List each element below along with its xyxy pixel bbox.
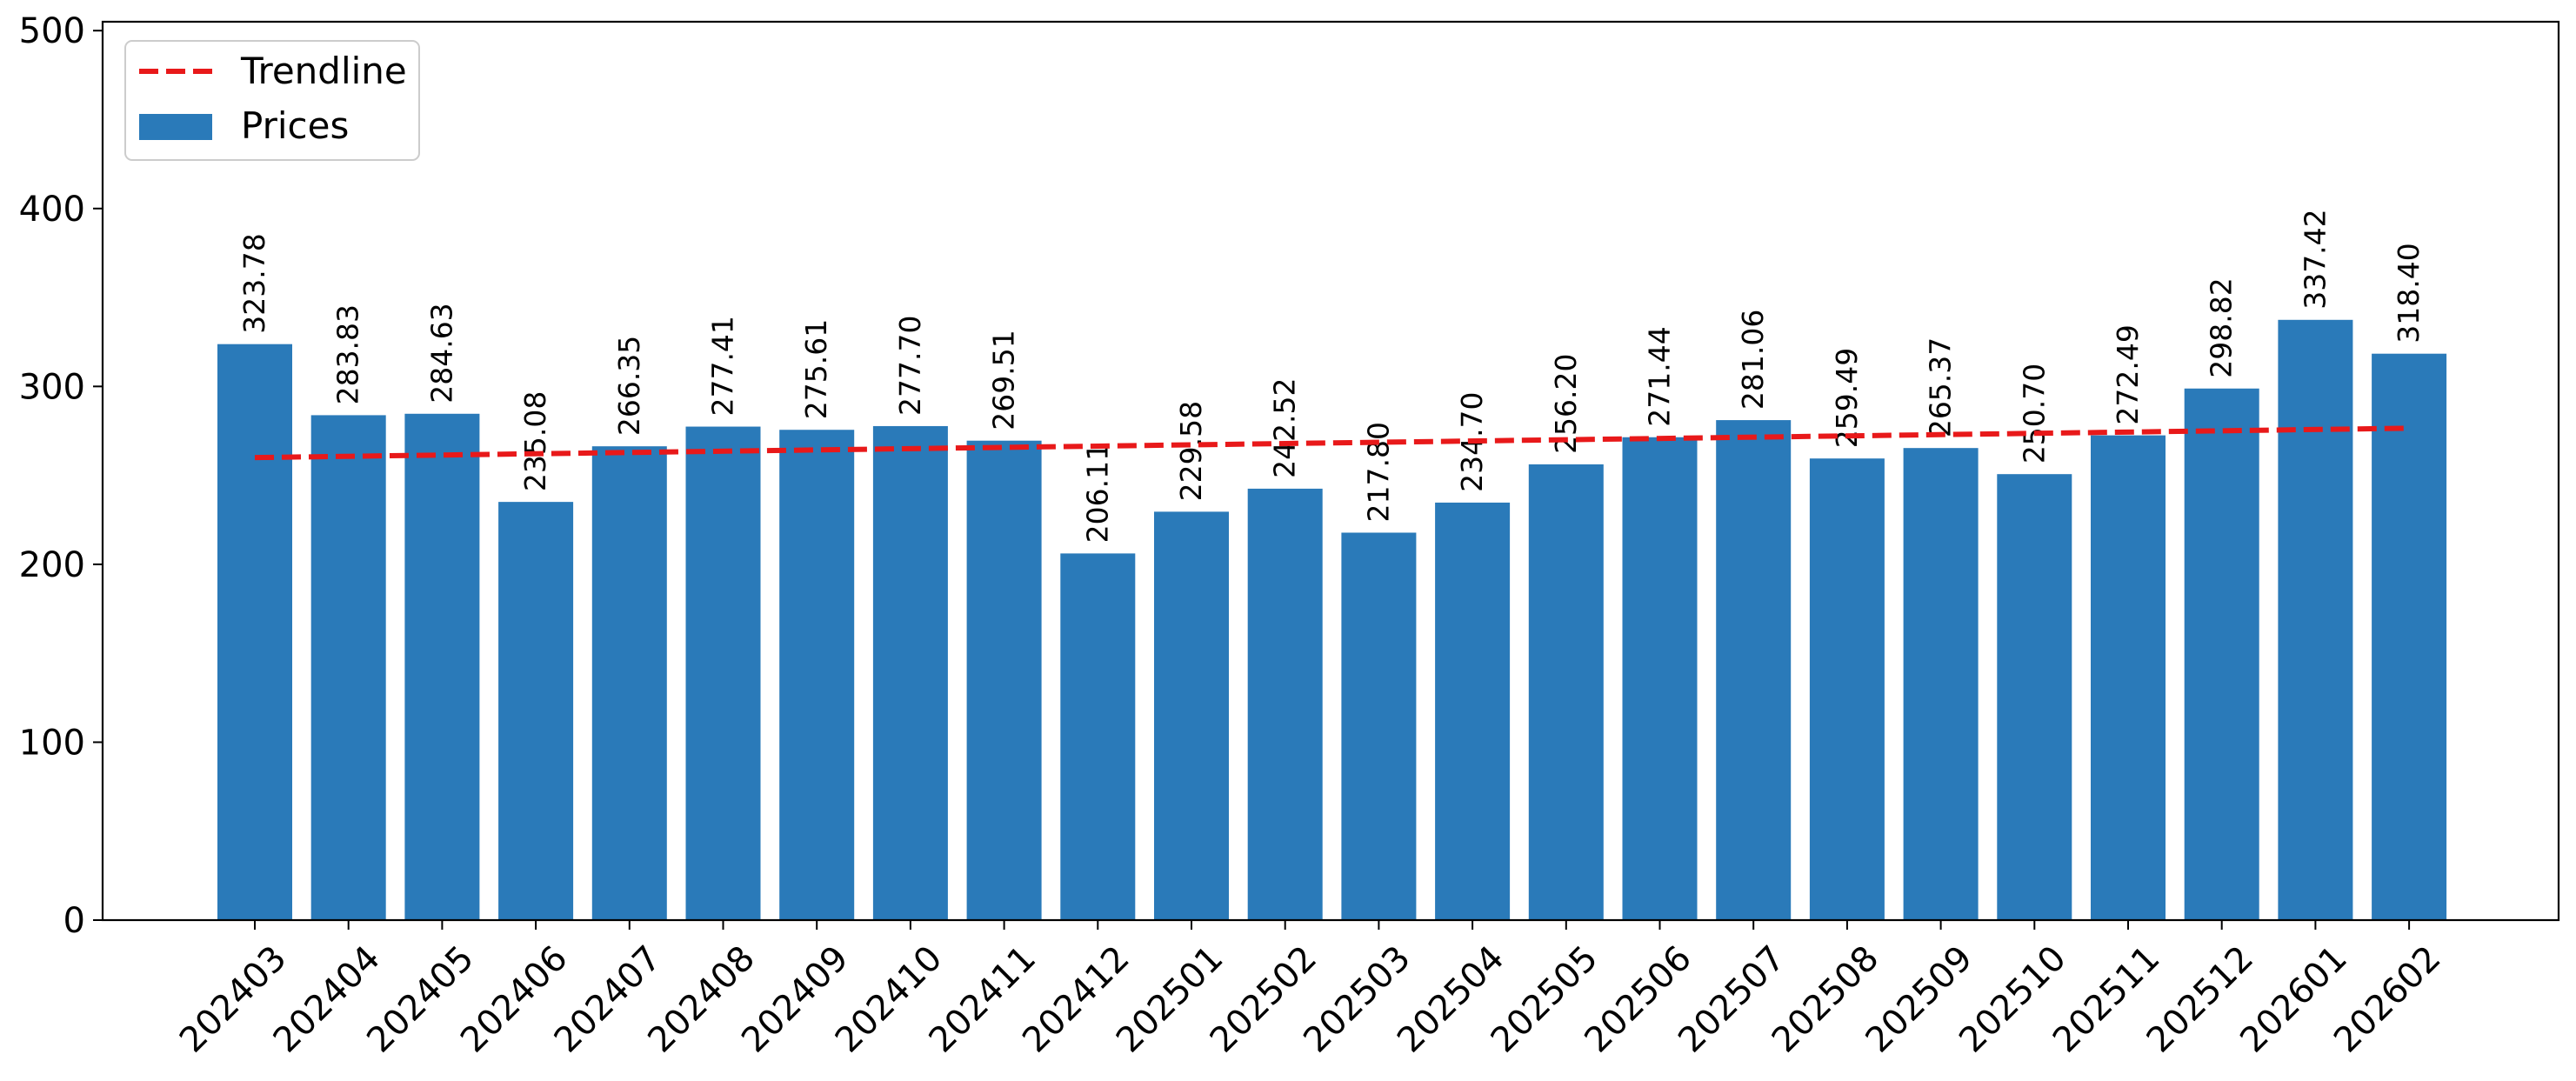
bar-value-label: 217.80 bbox=[1361, 422, 1395, 522]
bar-202504 bbox=[1435, 502, 1511, 920]
bar-value-label: 269.51 bbox=[987, 330, 1021, 430]
bar-value-label: 272.49 bbox=[2111, 324, 2145, 424]
legend-trendline-label: Trendline bbox=[240, 50, 407, 92]
bar-value-label: 250.70 bbox=[2017, 364, 2051, 464]
trendline-layer bbox=[254, 425, 2410, 461]
bar-value-label: 229.58 bbox=[1174, 401, 1208, 501]
bar-202602 bbox=[2372, 353, 2447, 920]
trendline bbox=[254, 425, 2410, 461]
bars-layer bbox=[217, 319, 2447, 921]
bar-value-label: 281.06 bbox=[1736, 310, 1770, 410]
y-tick-label: 500 bbox=[19, 11, 85, 51]
bar-202502 bbox=[1247, 488, 1323, 920]
bar-value-label: 323.78 bbox=[237, 233, 271, 333]
bar-value-label: 206.11 bbox=[1080, 443, 1114, 543]
bar-value-label: 318.40 bbox=[2392, 243, 2426, 343]
bar-202405 bbox=[404, 413, 480, 921]
x-axis: 2024032024042024052024062024072024082024… bbox=[172, 920, 2449, 1060]
bar-value-labels-layer: 323.78 283.83 284.63 235.08 266.35 277.41 275.… bbox=[237, 209, 2426, 543]
y-tick-label: 400 bbox=[19, 190, 85, 230]
bar-202508 bbox=[1809, 458, 1885, 920]
bar-value-label: 337.42 bbox=[2298, 209, 2332, 309]
bar-value-label: 283.83 bbox=[331, 304, 365, 404]
bar-202406 bbox=[498, 502, 574, 920]
bar-value-label: 277.70 bbox=[893, 315, 927, 415]
bar-value-label: 284.63 bbox=[424, 303, 458, 403]
legend-prices-label: Prices bbox=[241, 104, 349, 147]
plot-frame bbox=[101, 20, 2560, 922]
bar-202501 bbox=[1154, 511, 1229, 920]
y-tick-label: 0 bbox=[63, 901, 85, 941]
y-tick-label: 200 bbox=[19, 545, 85, 585]
bar-202512 bbox=[2184, 388, 2259, 920]
bar-202506 bbox=[1622, 437, 1698, 920]
y-axis: 0 100 200 300 400 500 bbox=[19, 11, 103, 941]
bar-202511 bbox=[2091, 435, 2166, 920]
bar-value-label: 266.35 bbox=[612, 336, 646, 436]
bar-value-label: 275.61 bbox=[799, 319, 833, 419]
bar-value-label: 259.49 bbox=[1830, 348, 1864, 448]
bar-value-label: 235.08 bbox=[518, 391, 552, 491]
bar-202411 bbox=[966, 440, 1042, 920]
bar-202404 bbox=[310, 415, 386, 920]
y-tick-label: 100 bbox=[19, 723, 85, 763]
bar-202410 bbox=[872, 425, 948, 920]
bar-202505 bbox=[1528, 464, 1604, 920]
bar-202409 bbox=[779, 430, 855, 920]
bar-value-label: 298.82 bbox=[2205, 277, 2239, 377]
bar-value-label: 277.41 bbox=[706, 316, 740, 416]
bar-202601 bbox=[2278, 319, 2353, 920]
legend: Trendline Prices bbox=[124, 40, 420, 161]
bar-value-label: 265.37 bbox=[1924, 337, 1958, 437]
legend-prices-swatch bbox=[139, 114, 212, 140]
bar-202407 bbox=[591, 446, 667, 920]
y-tick-label: 300 bbox=[19, 367, 85, 407]
bar-202412 bbox=[1060, 553, 1136, 920]
bar-202403 bbox=[217, 344, 292, 920]
bar-202507 bbox=[1716, 420, 1792, 921]
bar-value-label: 271.44 bbox=[1643, 326, 1677, 426]
bar-202503 bbox=[1341, 532, 1417, 920]
bar-202509 bbox=[1903, 448, 1979, 920]
bar-202510 bbox=[1997, 474, 2072, 920]
bar-value-label: 242.52 bbox=[1268, 377, 1302, 477]
bar-202408 bbox=[685, 426, 761, 920]
